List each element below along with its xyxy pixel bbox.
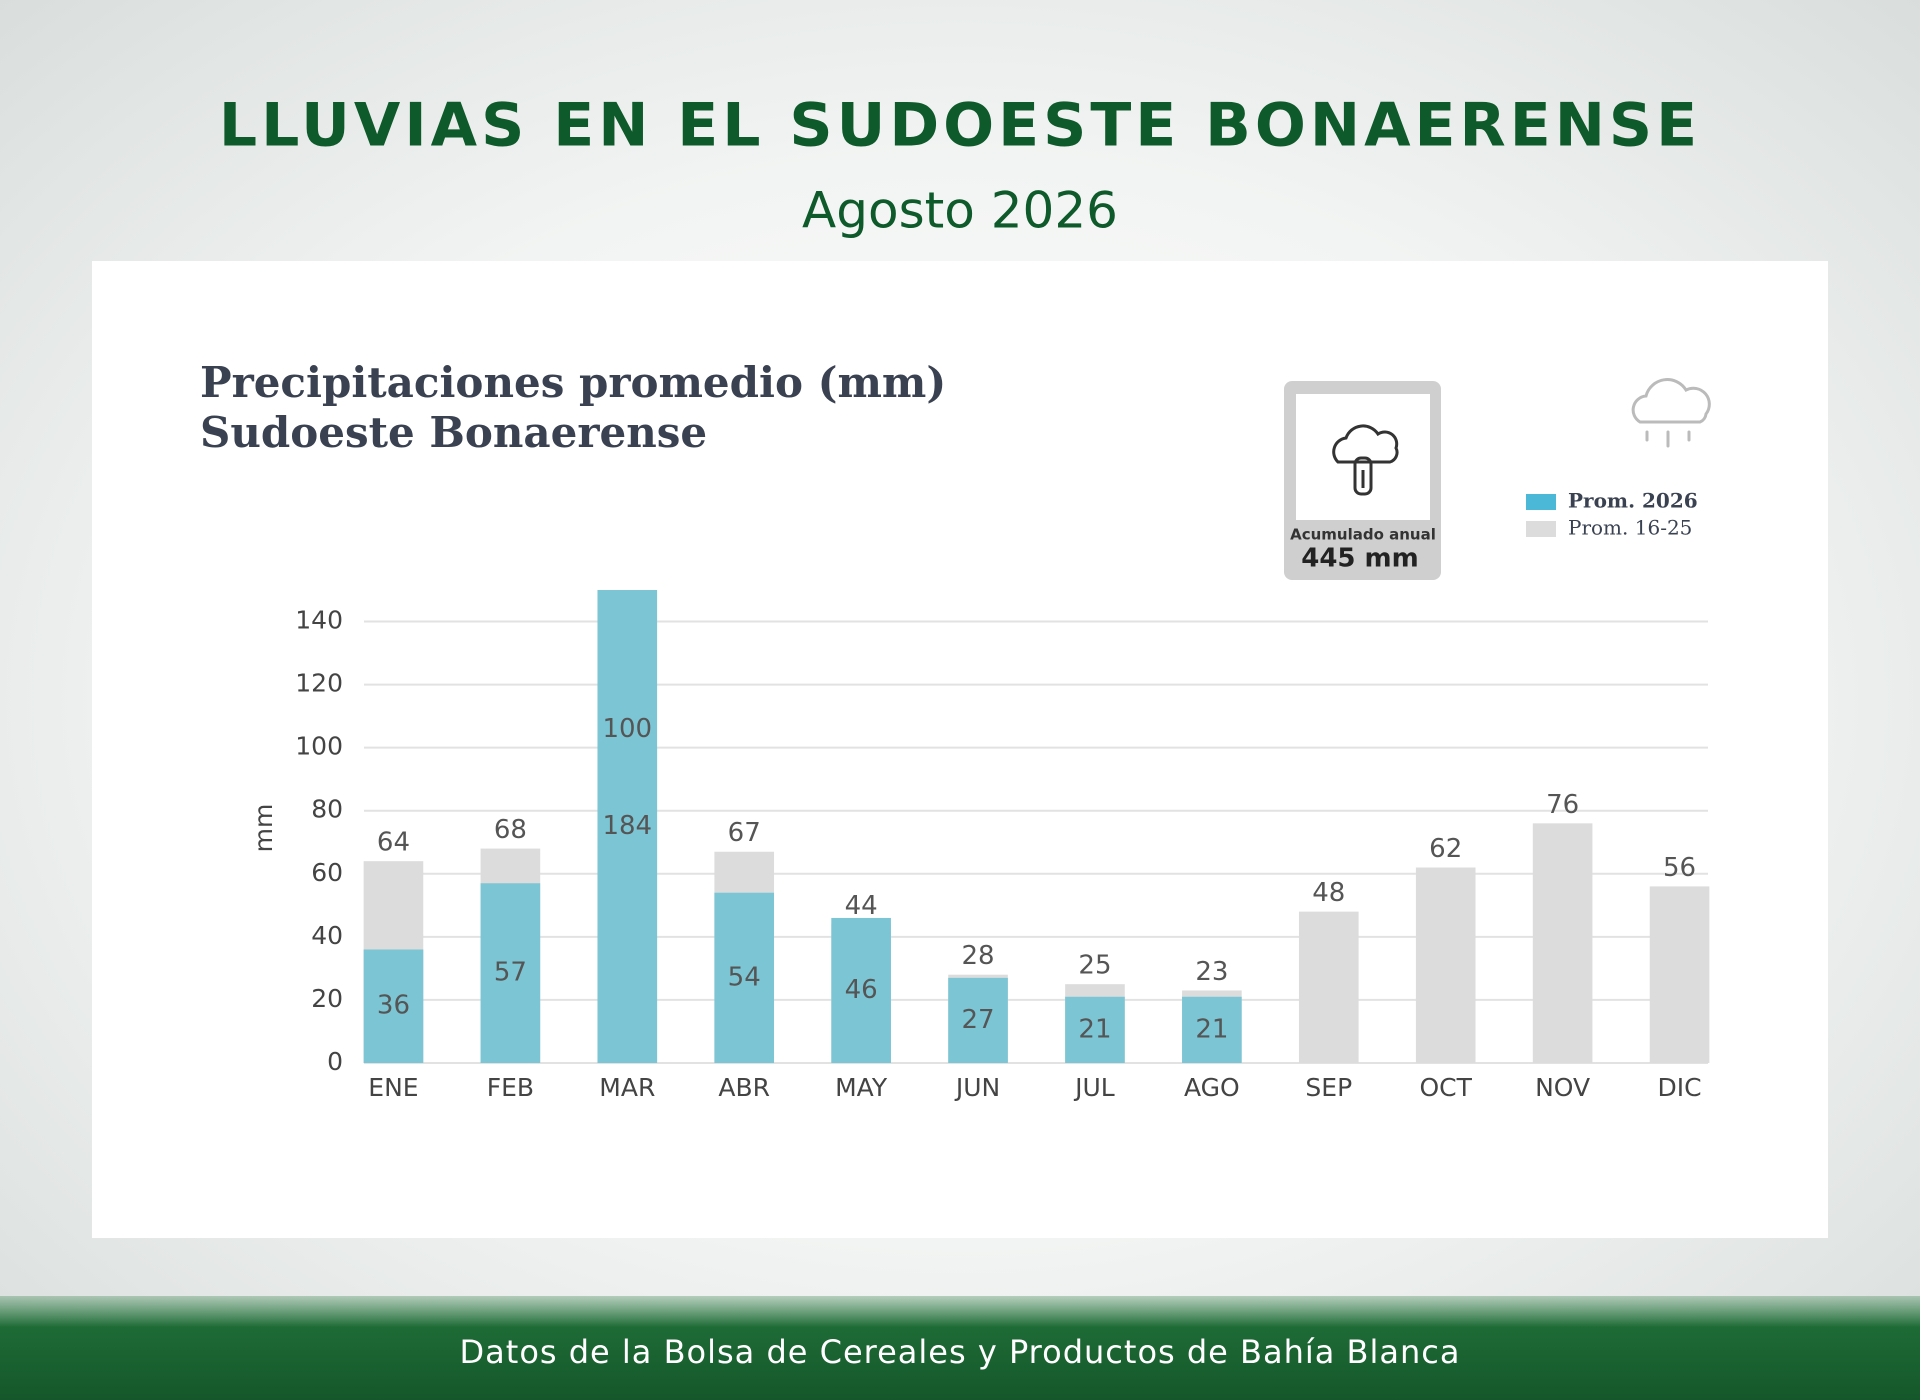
legend: Prom. 2026 Prom. 16-25: [1526, 489, 1698, 540]
x-tick-label: NOV: [1535, 1073, 1590, 1102]
bar: [363, 949, 424, 1063]
annual-badge: Acumulado anual 445 mm: [1284, 381, 1441, 580]
bar: [1065, 996, 1125, 1063]
chart-card: [92, 261, 1828, 1238]
y-tick-label: 0: [327, 1047, 343, 1076]
value-label: 184: [602, 811, 652, 841]
value-label: 76: [1546, 790, 1579, 820]
y-tick-label: 140: [295, 606, 343, 635]
value-label: 27: [961, 1005, 994, 1035]
value-label: 44: [845, 891, 878, 921]
x-tick-label: MAY: [835, 1073, 888, 1102]
x-tick-label: MAR: [599, 1073, 655, 1102]
bar: [597, 590, 658, 1064]
bar: [1298, 911, 1359, 1063]
value-label: 46: [845, 975, 878, 1005]
value-label: 100: [602, 714, 652, 744]
y-tick-label: 40: [311, 921, 343, 950]
y-tick-label: 100: [295, 732, 343, 761]
bar: [948, 977, 1008, 1063]
value-label: 54: [728, 962, 761, 992]
footer-band: [0, 1296, 1920, 1400]
value-label: 67: [728, 818, 761, 848]
x-tick-label: ABR: [718, 1073, 770, 1102]
y-tick-label: 80: [311, 795, 343, 824]
value-label: 21: [1078, 1014, 1111, 1044]
value-label: 56: [1663, 853, 1696, 883]
legend-label: Prom. 16-25: [1568, 516, 1692, 540]
y-tick-label: 20: [311, 984, 343, 1013]
bar: [831, 917, 891, 1063]
value-label: 28: [961, 941, 994, 971]
value-label: 64: [377, 828, 410, 858]
legend-swatch: [1526, 494, 1556, 510]
cloud-icon: [1631, 378, 1711, 448]
x-tick-label: DIC: [1657, 1073, 1701, 1102]
value-label: 62: [1429, 834, 1462, 864]
value-labels: 64 68 100 67 44 28 25 23 48 62 76 56 36 57 184 54 46 27 21…: [377, 714, 1696, 1044]
legend-swatch: [1526, 521, 1556, 537]
value-label: 21: [1195, 1014, 1228, 1044]
badge-value: 445 mm: [1301, 544, 1419, 574]
value-label: 48: [1312, 878, 1345, 908]
footer-text: Datos de la Bolsa de Cereales y Producto…: [460, 1333, 1461, 1371]
value-label: 68: [494, 815, 527, 845]
x-tick-label: JUN: [954, 1073, 1000, 1102]
x-tick-label: ENE: [368, 1073, 418, 1102]
chart-title: Precipitaciones promedio (mm): [200, 358, 946, 407]
x-tick-label: SEP: [1305, 1073, 1352, 1102]
y-tick-label: 60: [311, 858, 343, 887]
value-label: 57: [494, 958, 527, 988]
bar: [714, 892, 775, 1063]
bar: [1182, 996, 1242, 1063]
bars: [363, 590, 1710, 1064]
chart-title: Sudoeste Bonaerense: [200, 408, 707, 457]
badge-label: Acumulado anual: [1290, 526, 1436, 544]
legend-label: Prom. 2026: [1568, 489, 1698, 513]
bar: [1415, 867, 1476, 1063]
x-tick-label: OCT: [1420, 1073, 1473, 1102]
bar: [1532, 823, 1593, 1063]
x-tick-label: JUL: [1073, 1073, 1115, 1102]
value-label: 23: [1195, 957, 1228, 987]
badge-icon: [1332, 424, 1399, 496]
plot: 0 20 40 60 80 100 120 140 64 68 100 67 44 28 25 23 48 62 7…: [295, 590, 1710, 1102]
value-label: 25: [1078, 951, 1111, 981]
bar: [1649, 886, 1710, 1063]
page-title: LLUVIAS EN EL SUDOESTE BONAERENSE: [219, 91, 1701, 161]
page-subtitle: Agosto 2026: [802, 182, 1118, 240]
value-label: 36: [377, 991, 410, 1021]
bar: [480, 883, 541, 1063]
y-tick-label: 120: [295, 669, 343, 698]
x-tick-label: FEB: [487, 1073, 534, 1102]
y-axis-label: mm: [249, 804, 278, 853]
x-tick-label: AGO: [1184, 1073, 1240, 1102]
